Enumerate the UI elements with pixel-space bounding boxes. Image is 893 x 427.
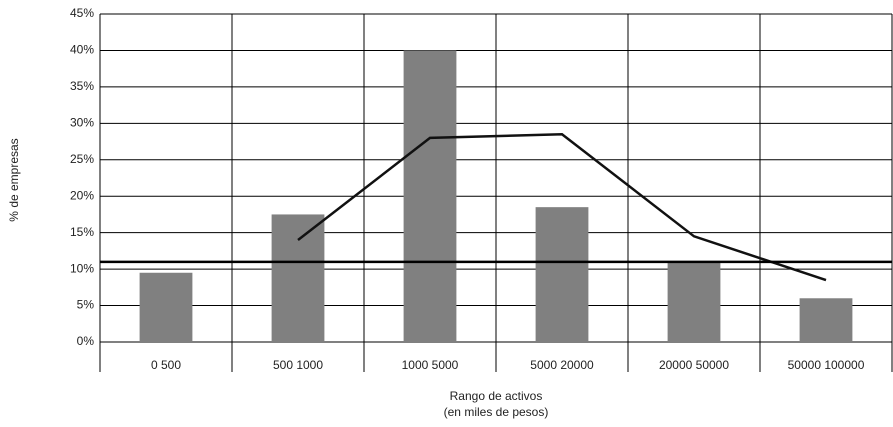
bar	[403, 50, 457, 342]
x-tick-label: 0 500	[151, 358, 181, 372]
bar	[667, 261, 721, 342]
bar	[535, 207, 589, 342]
x-tick-label: 20000 50000	[659, 358, 729, 372]
x-tick-label: 5000 20000	[530, 358, 594, 372]
y-tick-label: 10%	[70, 261, 94, 275]
x-tick-label: 50000 100000	[788, 358, 865, 372]
y-tick-label: 35%	[70, 79, 94, 93]
y-axis-label: % de empresas	[7, 138, 21, 221]
y-tick-label: 40%	[70, 43, 94, 57]
y-tick-label: 5%	[77, 298, 95, 312]
x-axis-label: Rango de activos	[450, 389, 543, 403]
x-tick-label: 500 1000	[273, 358, 323, 372]
y-tick-label: 45%	[70, 6, 94, 20]
bar	[271, 214, 325, 342]
x-tick-label: 1000 5000	[402, 358, 459, 372]
y-tick-label: 20%	[70, 188, 94, 202]
bar	[139, 272, 193, 342]
y-tick-label: 25%	[70, 152, 94, 166]
y-tick-label: 0%	[77, 334, 95, 348]
line-series	[297, 133, 827, 282]
x-axis-label: (en miles de pesos)	[444, 405, 549, 419]
y-tick-label: 15%	[70, 225, 94, 239]
bar	[799, 298, 853, 342]
y-tick-label: 30%	[70, 116, 94, 130]
